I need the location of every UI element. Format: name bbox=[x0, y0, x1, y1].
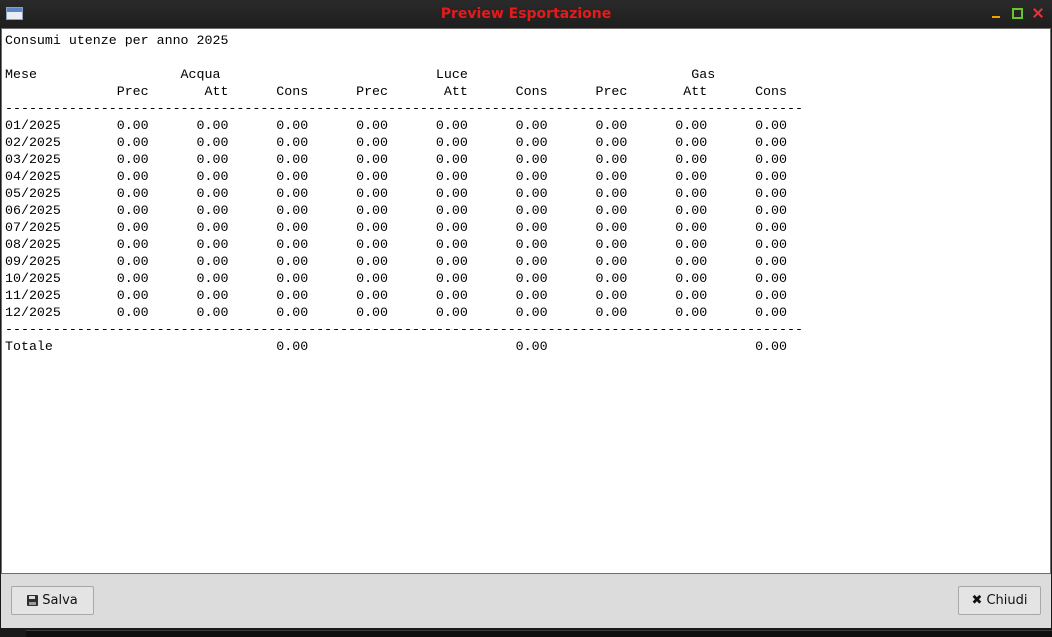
window-app-icon[interactable] bbox=[6, 7, 23, 20]
report-line: 01/2025 0.00 0.00 0.00 0.00 0.00 0.00 0.… bbox=[5, 118, 787, 133]
minimize-icon[interactable] bbox=[989, 6, 1003, 20]
x-icon: ✖ bbox=[971, 593, 983, 608]
bottom-edge bbox=[0, 628, 1052, 637]
report-line: Prec Att Cons Prec Att Cons Prec Att Con… bbox=[5, 84, 787, 99]
report-line: 02/2025 0.00 0.00 0.00 0.00 0.00 0.00 0.… bbox=[5, 135, 787, 150]
window-title: Preview Esportazione bbox=[440, 6, 612, 22]
report-line: ----------------------------------------… bbox=[5, 322, 803, 337]
report-line: 12/2025 0.00 0.00 0.00 0.00 0.00 0.00 0.… bbox=[5, 305, 787, 320]
report-line: 11/2025 0.00 0.00 0.00 0.00 0.00 0.00 0.… bbox=[5, 288, 787, 303]
report-preview-area[interactable]: Consumi utenze per anno 2025 Mese Acqua … bbox=[1, 28, 1051, 574]
report-line: 10/2025 0.00 0.00 0.00 0.00 0.00 0.00 0.… bbox=[5, 271, 787, 286]
floppy-disk-icon bbox=[27, 595, 39, 606]
maximize-icon[interactable] bbox=[1010, 6, 1024, 20]
report-line: Consumi utenze per anno 2025 bbox=[5, 33, 229, 48]
report-line: Totale 0.00 0.00 0.00 bbox=[5, 339, 787, 354]
report-line: 09/2025 0.00 0.00 0.00 0.00 0.00 0.00 0.… bbox=[5, 254, 787, 269]
report-text: Consumi utenze per anno 2025 Mese Acqua … bbox=[2, 29, 1050, 355]
report-line bbox=[5, 49, 1050, 66]
save-button-label: Salva bbox=[42, 593, 78, 608]
report-line: 08/2025 0.00 0.00 0.00 0.00 0.00 0.00 0.… bbox=[5, 237, 787, 252]
report-line: ----------------------------------------… bbox=[5, 101, 803, 116]
save-button[interactable]: Salva bbox=[11, 586, 94, 615]
report-line: 06/2025 0.00 0.00 0.00 0.00 0.00 0.00 0.… bbox=[5, 203, 787, 218]
report-line: 04/2025 0.00 0.00 0.00 0.00 0.00 0.00 0.… bbox=[5, 169, 787, 184]
close-button[interactable]: ✖ Chiudi bbox=[958, 586, 1041, 615]
report-line: 05/2025 0.00 0.00 0.00 0.00 0.00 0.00 0.… bbox=[5, 186, 787, 201]
report-line: 03/2025 0.00 0.00 0.00 0.00 0.00 0.00 0.… bbox=[5, 152, 787, 167]
close-window-icon[interactable] bbox=[1031, 6, 1045, 20]
title-bar[interactable]: Preview Esportazione bbox=[0, 0, 1052, 28]
report-line: 07/2025 0.00 0.00 0.00 0.00 0.00 0.00 0.… bbox=[5, 220, 787, 235]
close-button-label: Chiudi bbox=[986, 593, 1028, 608]
report-line: Mese Acqua Luce Gas bbox=[5, 67, 716, 82]
footer-bar: Salva ✖ Chiudi bbox=[1, 574, 1051, 628]
